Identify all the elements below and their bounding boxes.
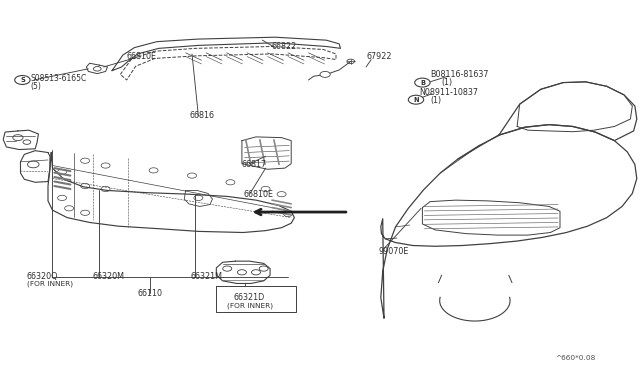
Text: 66816: 66816 [189,111,214,120]
Circle shape [415,78,430,87]
Text: (FOR INNER): (FOR INNER) [27,280,73,287]
Text: 66810E: 66810E [127,52,157,61]
Text: N08911-10837: N08911-10837 [419,88,478,97]
Text: N: N [413,97,419,103]
Text: 66110: 66110 [138,289,163,298]
Circle shape [320,71,330,77]
Text: 66321M: 66321M [191,272,223,280]
Text: 66817: 66817 [242,160,267,169]
Circle shape [15,76,30,84]
Text: 66320Q: 66320Q [27,272,58,280]
Text: 67922: 67922 [366,52,392,61]
Text: 66321D: 66321D [234,293,265,302]
Circle shape [408,95,424,104]
Text: 66320M: 66320M [93,272,125,280]
Text: (5): (5) [30,82,41,91]
Text: (FOR INNER): (FOR INNER) [227,302,273,309]
Text: 66810E: 66810E [243,190,273,199]
Text: (1): (1) [430,96,441,105]
Text: B08116-81637: B08116-81637 [430,70,488,79]
Text: 66822: 66822 [272,42,297,51]
Text: S: S [20,77,25,83]
Text: B: B [420,80,425,86]
Text: ^660*0.08: ^660*0.08 [556,355,596,361]
Text: S08513-6165C: S08513-6165C [30,74,86,83]
Text: (1): (1) [442,78,452,87]
Text: 99070E: 99070E [379,247,409,256]
